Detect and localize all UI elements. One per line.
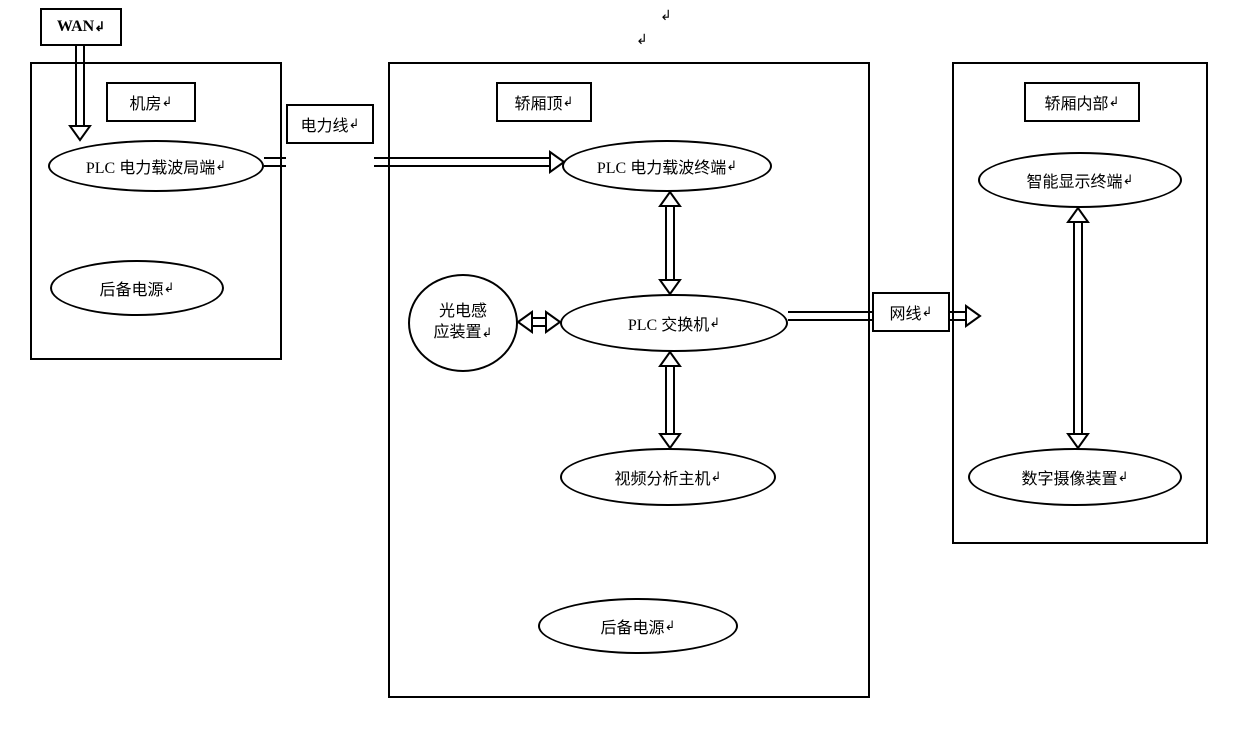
power-line-node: 电力线↲ xyxy=(286,104,374,144)
smart-display-node: 智能显示终端↲ xyxy=(978,152,1182,208)
return-icon: ↲ xyxy=(162,94,173,110)
smart-display-label: 智能显示终端 xyxy=(1027,168,1123,192)
wan-label: WAN xyxy=(57,18,94,36)
return-icon: ↲ xyxy=(164,280,175,296)
return-icon: ↲ xyxy=(215,158,226,174)
video-analysis-label: 视频分析主机 xyxy=(615,465,711,489)
car-interior-label-node: 轿厢内部↲ xyxy=(1024,82,1140,122)
decorative-marker-1: ↲ xyxy=(660,8,672,25)
plc-terminal-node: PLC 电力载波终端↲ xyxy=(562,140,772,192)
backup-power-2-node: 后备电源↲ xyxy=(538,598,738,654)
return-icon: ↲ xyxy=(482,325,493,340)
return-icon: ↲ xyxy=(726,158,737,174)
plc-local-node: PLC 电力载波局端↲ xyxy=(48,140,264,192)
photoelectric-node: 光电感 应装置↲ xyxy=(408,274,518,372)
plc-local-label: PLC 电力载波局端 xyxy=(86,154,215,178)
backup-power-2-label: 后备电源 xyxy=(601,614,665,638)
network-cable-label: 网线 xyxy=(890,300,922,324)
return-icon: ↲ xyxy=(922,304,933,320)
video-analysis-node: 视频分析主机↲ xyxy=(560,448,776,506)
return-icon: ↲ xyxy=(349,116,360,132)
car-top-label-node: 轿厢顶↲ xyxy=(496,82,592,122)
car-interior-label: 轿厢内部 xyxy=(1045,90,1109,114)
machine-room-label: 机房 xyxy=(130,90,162,114)
wan-node: WAN↲ xyxy=(40,8,122,46)
plc-switch-node: PLC 交换机↲ xyxy=(560,294,788,352)
photoelectric-label: 光电感 应装置↲ xyxy=(434,302,493,344)
return-icon: ↲ xyxy=(1118,469,1129,485)
return-icon: ↲ xyxy=(665,618,676,634)
decorative-marker-2: ↲ xyxy=(636,32,648,49)
return-icon: ↲ xyxy=(94,19,105,35)
return-icon: ↲ xyxy=(1109,94,1120,110)
machine-room-label-node: 机房↲ xyxy=(106,82,196,122)
plc-switch-label: PLC 交换机 xyxy=(628,311,709,335)
return-icon: ↲ xyxy=(711,469,722,485)
network-cable-node: 网线↲ xyxy=(872,292,950,332)
backup-power-1-label: 后备电源 xyxy=(100,276,164,300)
return-icon: ↲ xyxy=(563,94,574,110)
power-line-label: 电力线 xyxy=(301,112,349,136)
return-icon: ↲ xyxy=(709,315,720,331)
digital-camera-label: 数字摄像装置 xyxy=(1022,465,1118,489)
car-top-label: 轿厢顶 xyxy=(515,90,563,114)
plc-terminal-label: PLC 电力载波终端 xyxy=(597,154,726,178)
return-icon: ↲ xyxy=(1123,172,1134,188)
digital-camera-node: 数字摄像装置↲ xyxy=(968,448,1182,506)
backup-power-1-node: 后备电源↲ xyxy=(50,260,224,316)
